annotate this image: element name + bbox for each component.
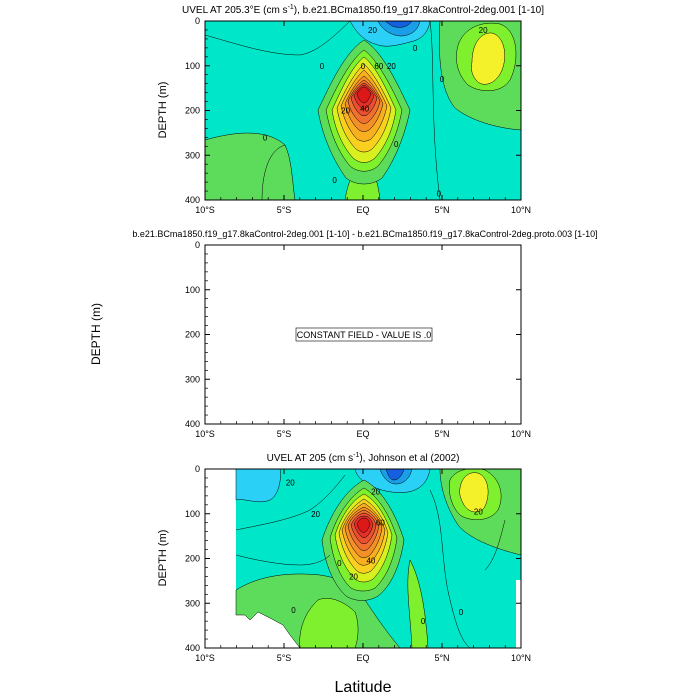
- ytick-label: 400: [185, 195, 200, 205]
- ytick-label: 200: [185, 330, 200, 340]
- figure-xlabel: Latitude: [335, 679, 392, 696]
- contour-label: 0: [361, 62, 366, 71]
- constant-field-box: [295, 327, 433, 342]
- panel-3-isolines: [235, 474, 506, 648]
- panel-2-ylabel: DEPTH (m): [89, 303, 103, 365]
- contour-label: 0: [320, 62, 325, 71]
- panel-2: b.e21.BCma1850.f19_g17.8kaControl-2deg.0…: [89, 229, 598, 439]
- xtick-label: 10°N: [511, 205, 531, 215]
- panel-3: UVEL AT 205 (cm s-1), Johnson et al (200…: [157, 452, 531, 663]
- panel-1-contour-field: [205, 21, 521, 200]
- contour-label: 20: [368, 26, 377, 35]
- ytick-label: 100: [185, 285, 200, 295]
- ytick-label: 100: [185, 509, 200, 519]
- panel-2-title: b.e21.BCma1850.f19_g17.8kaControl-2deg.0…: [132, 229, 597, 239]
- xtick-label: 5°N: [434, 653, 449, 663]
- ytick-label: 0: [195, 464, 200, 474]
- panel-1-ylabel: DEPTH (m): [157, 82, 169, 139]
- xtick-label: 10°S: [195, 429, 215, 439]
- panel-3-title: UVEL AT 205 (cm s-1), Johnson et al (200…: [267, 452, 460, 464]
- contour-label: 20: [387, 62, 396, 71]
- xtick-label: 5°S: [277, 429, 292, 439]
- xtick-label: 5°N: [434, 429, 449, 439]
- contour-label: 40: [366, 557, 375, 566]
- panel-3-deep-patch-2: [407, 559, 429, 648]
- panel-3-euc: [321, 479, 405, 601]
- xtick-label: 5°S: [277, 653, 292, 663]
- ytick-label: 0: [195, 16, 200, 26]
- ytick-label: 300: [185, 374, 200, 384]
- panel-1-title: UVEL AT 205.3°E (cm s-1), b.e21.BCma1850…: [182, 4, 544, 16]
- panel-1-necc-core: [471, 32, 505, 85]
- xtick-label: 10°S: [195, 205, 215, 215]
- panel-1-contour-labels: 20 20 0 0 0 60 20 0 20 40 0 0 0 0: [263, 26, 488, 198]
- xtick-label: 10°S: [195, 653, 215, 663]
- contour-label: 0: [337, 559, 342, 568]
- ytick-label: 200: [185, 554, 200, 564]
- contour-label: 20: [371, 487, 380, 496]
- xtick-label: EQ: [356, 205, 369, 215]
- contour-label: 0: [459, 608, 464, 617]
- contour-label: 0: [413, 44, 418, 53]
- contour-label: 0: [440, 75, 445, 84]
- ytick-label: 300: [185, 598, 200, 608]
- contour-label: 0: [263, 133, 268, 142]
- panel-3-contour-labels: 20 20 20 60 20 0 40 20 0 0 0: [286, 478, 483, 626]
- contour-label: 40: [360, 104, 369, 113]
- panel-3-ylabel: DEPTH (m): [157, 530, 169, 587]
- contour-label: 20: [311, 510, 320, 519]
- contour-label: 20: [286, 478, 295, 487]
- contour-label: 0: [421, 617, 426, 626]
- ytick-label: 400: [185, 419, 200, 429]
- ytick-label: 400: [185, 643, 200, 653]
- xtick-label: EQ: [356, 653, 369, 663]
- contour-label: 0: [291, 606, 296, 615]
- contour-label: 0: [332, 176, 337, 185]
- contour-label: 20: [474, 508, 483, 517]
- xtick-label: 5°S: [277, 205, 292, 215]
- panel-1-isolines: [205, 21, 441, 200]
- panel-3-surface-min: [385, 469, 405, 481]
- ytick-label: 200: [185, 106, 200, 116]
- contour-label: 20: [341, 107, 350, 116]
- ytick-label: 300: [185, 150, 200, 160]
- ytick-label: 0: [195, 240, 200, 250]
- contour-label: 60: [374, 62, 383, 71]
- panel-3-sw-westward: [235, 469, 281, 503]
- xtick-label: 10°N: [511, 653, 531, 663]
- contour-label: 60: [376, 519, 385, 528]
- panel-1: UVEL AT 205.3°E (cm s-1), b.e21.BCma1850…: [157, 4, 544, 215]
- xtick-label: EQ: [356, 429, 369, 439]
- panel-1-euc: [317, 39, 411, 185]
- xtick-label: 10°N: [511, 429, 531, 439]
- contour-label: 0: [394, 140, 399, 149]
- xtick-label: 5°N: [434, 205, 449, 215]
- contour-label: 0: [437, 189, 442, 198]
- panel-1-southern-lobe: [205, 132, 296, 200]
- panel-3-contour-field: [235, 469, 521, 648]
- panel-1-surface-core: [377, 21, 421, 37]
- constant-field-label: CONSTANT FIELD - VALUE IS .0: [297, 330, 432, 340]
- ytick-label: 100: [185, 61, 200, 71]
- contour-label: 20: [479, 26, 488, 35]
- panel-3-necc-core: [459, 472, 489, 513]
- panel-3-deep-patch-1: [299, 598, 359, 648]
- contour-label: 20: [349, 572, 358, 581]
